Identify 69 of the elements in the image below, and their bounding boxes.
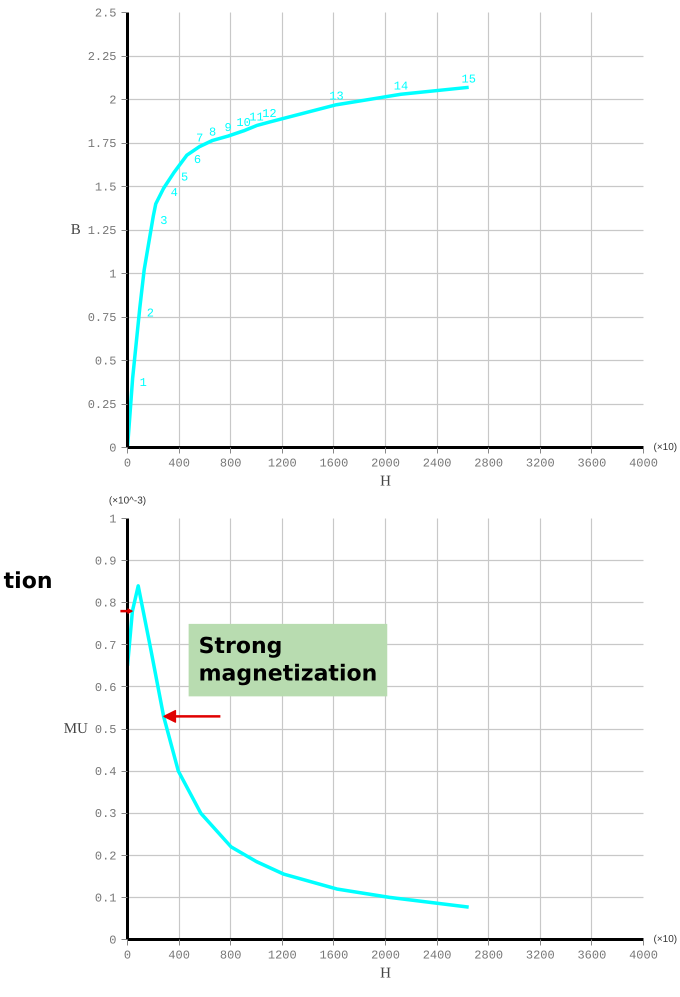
- line-series: [128, 584, 470, 909]
- x-tick-label: 1200: [268, 456, 297, 470]
- x-tick-label: 2000: [371, 456, 400, 470]
- text: (×10): [654, 442, 678, 453]
- y-tick-label: 1.5: [94, 180, 117, 194]
- y-tick-label: 0: [109, 442, 116, 456]
- x-tick-label: 4000: [629, 456, 658, 470]
- x-tick-label: 2800: [474, 948, 504, 962]
- y-tick-label: 0.1: [94, 891, 117, 906]
- x-tick-label: 0: [124, 456, 132, 470]
- x-axis-title: H: [380, 966, 392, 982]
- y-tick-label: 0.8: [94, 596, 117, 611]
- y-tick-label: 0.9: [94, 554, 117, 569]
- y-tick-label: 0.7: [94, 638, 117, 653]
- x-tick-label: 4000: [629, 948, 658, 962]
- text: (×10^-3): [108, 496, 146, 506]
- annotation: 3: [160, 214, 168, 228]
- x-tick-label: 400: [168, 456, 190, 470]
- annotation: tion: [4, 569, 53, 594]
- x-tick-label: 2400: [422, 456, 452, 470]
- y-tick-label: 1.25: [88, 224, 117, 238]
- y-axis-title: B: [70, 222, 81, 238]
- annotation: 10: [236, 116, 251, 130]
- annotation: 9: [224, 121, 232, 136]
- y-tick-label: 0.5: [94, 354, 117, 368]
- annotation: 6: [194, 153, 202, 168]
- annotation: 14: [394, 79, 408, 94]
- x-tick-label: 3600: [578, 948, 606, 962]
- annotation: 1: [140, 376, 147, 390]
- y-tick-label: 0.3: [94, 807, 117, 822]
- annotation: Strong magnetization: [198, 634, 378, 686]
- y-axis-title: MU: [64, 721, 88, 737]
- x-tick-label: 800: [220, 948, 242, 962]
- x-axis-title: H: [380, 474, 392, 490]
- x-tick-label: 1200: [268, 948, 297, 962]
- text: (×10): [654, 934, 678, 945]
- y-tick-label: 2.5: [94, 6, 117, 20]
- x-tick-label: 800: [220, 456, 242, 470]
- y-tick-label: 2: [109, 94, 116, 108]
- y-tick-label: 1: [109, 512, 116, 526]
- annotation: 11: [249, 110, 264, 125]
- x-tick-label: 3200: [526, 948, 555, 962]
- y-tick-label: 1: [109, 268, 116, 282]
- x-tick-label: 1600: [320, 948, 348, 962]
- y-tick-label: 0.25: [88, 398, 117, 412]
- x-tick-label: 1600: [320, 456, 348, 470]
- annotation: 8: [209, 125, 216, 140]
- y-tick-label: 0.75: [88, 311, 117, 325]
- y-tick-label: 0.4: [94, 765, 117, 780]
- y-tick-label: 0.2: [94, 849, 117, 864]
- annotation: 4: [170, 186, 178, 200]
- annotation: 5: [180, 170, 188, 185]
- annotation: 2: [146, 306, 154, 320]
- y-tick-label: 2.25: [88, 50, 117, 64]
- y-tick-label: 0.5: [94, 723, 117, 737]
- x-tick-label: 2400: [422, 948, 452, 962]
- annotation: 13: [329, 90, 344, 104]
- y-tick-label: 1.75: [88, 137, 117, 151]
- y-tick-label: 0: [109, 934, 116, 948]
- annotation: 12: [262, 107, 277, 122]
- x-tick-label: 2800: [474, 456, 504, 470]
- annotation: 15: [462, 72, 476, 86]
- annotation: 7: [196, 131, 204, 146]
- x-tick-label: 2000: [371, 948, 400, 962]
- x-tick-label: 0: [124, 948, 132, 962]
- x-tick-label: 3200: [526, 456, 555, 470]
- x-tick-label: 400: [168, 948, 190, 962]
- x-tick-label: 3600: [578, 456, 606, 470]
- y-tick-label: 0.6: [94, 680, 117, 695]
